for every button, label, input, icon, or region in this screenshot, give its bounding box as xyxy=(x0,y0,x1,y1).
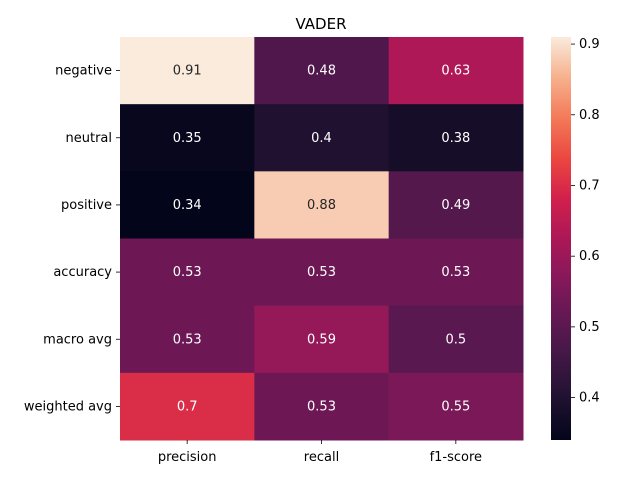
x-tick-label: precision xyxy=(158,450,217,465)
cell-value-label: 0.48 xyxy=(307,64,336,79)
cell-value-label: 0.88 xyxy=(307,198,336,213)
colorbar-tick-label: 0.6 xyxy=(579,249,600,264)
heatmap-cell xyxy=(120,372,255,441)
colorbar-tick-label: 0.5 xyxy=(579,320,600,335)
y-tick-label: negative xyxy=(55,64,112,79)
y-tick-label: positive xyxy=(61,198,112,213)
cell-value-label: 0.34 xyxy=(173,198,202,213)
y-tick-label: accuracy xyxy=(53,265,112,280)
colorbar-tick-label: 0.8 xyxy=(579,108,600,123)
cell-value-label: 0.53 xyxy=(307,399,336,414)
x-axis: precision recall f1-score xyxy=(158,440,482,465)
heatmap-cell xyxy=(120,104,255,172)
cell-value-label: 0.53 xyxy=(307,265,336,280)
cell-value-label: 0.55 xyxy=(441,399,470,414)
cell-value-label: 0.38 xyxy=(441,131,470,146)
heatmap-cell xyxy=(388,372,524,441)
heatmap-cell xyxy=(388,238,524,307)
heatmap-cell xyxy=(254,238,390,307)
x-tick-label: f1-score xyxy=(430,450,482,465)
cell-value-label: 0.53 xyxy=(173,265,202,280)
heatmap-cell xyxy=(254,104,390,172)
y-tick-label: weighted avg xyxy=(24,399,112,414)
cell-value-label: 0.4 xyxy=(311,131,332,146)
cell-value-label: 0.53 xyxy=(441,265,470,280)
cell-value-label: 0.63 xyxy=(441,64,470,79)
heatmap-cell xyxy=(120,171,255,239)
chart-title: VADER xyxy=(295,15,346,33)
heatmap-cell xyxy=(120,305,255,374)
colorbar-gradient xyxy=(551,37,571,440)
colorbar-tick-label: 0.4 xyxy=(579,391,600,406)
heatmap-cell xyxy=(254,37,390,105)
cell-value-label: 0.59 xyxy=(307,332,336,347)
heatmap-cell xyxy=(388,305,524,374)
heatmap-cell xyxy=(388,104,524,172)
colorbar-tick-label: 0.7 xyxy=(579,178,600,193)
heatmap-cells: 0.91 0.48 0.63 0.35 0.4 0.38 0.34 0.88 0.49 0.53 0… xyxy=(120,37,524,441)
colorbar: 0.4 0.5 0.6 0.7 0.8 0.9 xyxy=(551,37,600,440)
cell-value-label: 0.5 xyxy=(445,332,466,347)
heatmap-cell xyxy=(254,171,390,239)
cell-value-label: 0.49 xyxy=(441,198,470,213)
x-tick-label: recall xyxy=(304,450,339,465)
cell-value-label: 0.7 xyxy=(177,399,198,414)
cell-value-label: 0.91 xyxy=(173,64,202,79)
colorbar-tick-label: 0.9 xyxy=(579,37,600,52)
cell-value-label: 0.53 xyxy=(173,332,202,347)
y-axis: negative neutral positive accuracy macro avg… xyxy=(24,64,120,414)
cell-value-label: 0.35 xyxy=(173,131,202,146)
y-tick-label: macro avg xyxy=(43,332,112,347)
heatmap-cell xyxy=(388,37,524,105)
heatmap-cell xyxy=(120,37,255,105)
y-tick-label: neutral xyxy=(66,131,113,146)
heatmap-cell xyxy=(120,238,255,307)
heatmap-cell xyxy=(254,372,390,441)
heatmap-cell xyxy=(388,171,524,239)
heatmap-cell xyxy=(254,305,390,374)
